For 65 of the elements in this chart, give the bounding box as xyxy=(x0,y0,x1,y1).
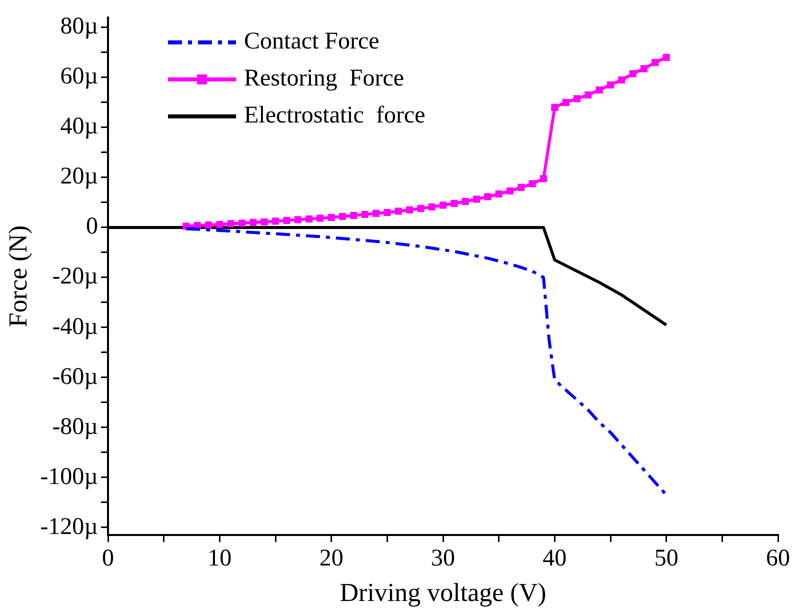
point xyxy=(394,208,402,215)
y-tick-label: 20µ xyxy=(60,164,98,190)
point xyxy=(506,187,514,194)
point xyxy=(652,58,659,66)
point xyxy=(417,204,424,212)
point xyxy=(573,95,581,102)
x-tick-label: 60 xyxy=(766,546,790,572)
point xyxy=(428,203,436,210)
point xyxy=(596,86,603,94)
point xyxy=(328,214,335,221)
point xyxy=(462,198,469,205)
point xyxy=(338,212,346,220)
point xyxy=(439,202,447,209)
x-tick-label: 30 xyxy=(431,546,456,572)
y-tick-label: 40µ xyxy=(60,114,98,140)
y-tick-label: -40µ xyxy=(52,314,98,340)
point xyxy=(640,65,648,72)
point xyxy=(227,220,234,228)
y-axis-title: Force (N) xyxy=(3,225,32,328)
point xyxy=(305,215,313,222)
point xyxy=(662,54,670,61)
point xyxy=(316,214,324,222)
point xyxy=(384,208,391,216)
y-tick-label: -120µ xyxy=(40,514,98,540)
point xyxy=(260,218,268,226)
point xyxy=(283,216,290,224)
point xyxy=(450,200,458,207)
point xyxy=(238,220,246,227)
point xyxy=(518,184,525,191)
point xyxy=(350,212,358,219)
y-tick-label: -20µ xyxy=(52,264,98,290)
point xyxy=(216,220,224,228)
point xyxy=(540,175,548,182)
point xyxy=(204,221,212,228)
point xyxy=(272,218,280,225)
y-tick-label: 80µ xyxy=(60,14,98,40)
y-tick-label: -80µ xyxy=(52,414,98,440)
point xyxy=(584,91,592,98)
x-axis-title: Driving voltage (V) xyxy=(340,578,546,608)
point xyxy=(606,81,614,88)
point xyxy=(629,70,636,78)
point xyxy=(406,206,414,214)
y-tick-label: 60µ xyxy=(60,64,98,90)
y-tick-label: -100µ xyxy=(40,464,98,490)
legend-label: Electrostatic force xyxy=(244,102,426,129)
legend-label: Contact Force xyxy=(244,28,380,55)
point xyxy=(361,210,368,218)
x-tick-label: 40 xyxy=(542,546,567,572)
y-tick-label: 0 xyxy=(86,214,98,240)
point xyxy=(562,98,570,106)
x-tick-label: 20 xyxy=(319,546,344,572)
point xyxy=(495,190,502,198)
x-tick-label: 0 xyxy=(102,546,114,572)
point xyxy=(294,216,302,224)
x-tick-label: 10 xyxy=(208,546,232,572)
point xyxy=(551,104,558,111)
point xyxy=(472,196,480,203)
y-tick-label: -60µ xyxy=(52,364,98,390)
x-tick-label: 50 xyxy=(654,546,678,572)
point xyxy=(484,193,492,200)
point xyxy=(372,210,380,217)
point xyxy=(528,180,536,188)
point xyxy=(618,76,626,84)
point xyxy=(250,218,257,226)
legend-label: Restoring Force xyxy=(244,66,404,92)
